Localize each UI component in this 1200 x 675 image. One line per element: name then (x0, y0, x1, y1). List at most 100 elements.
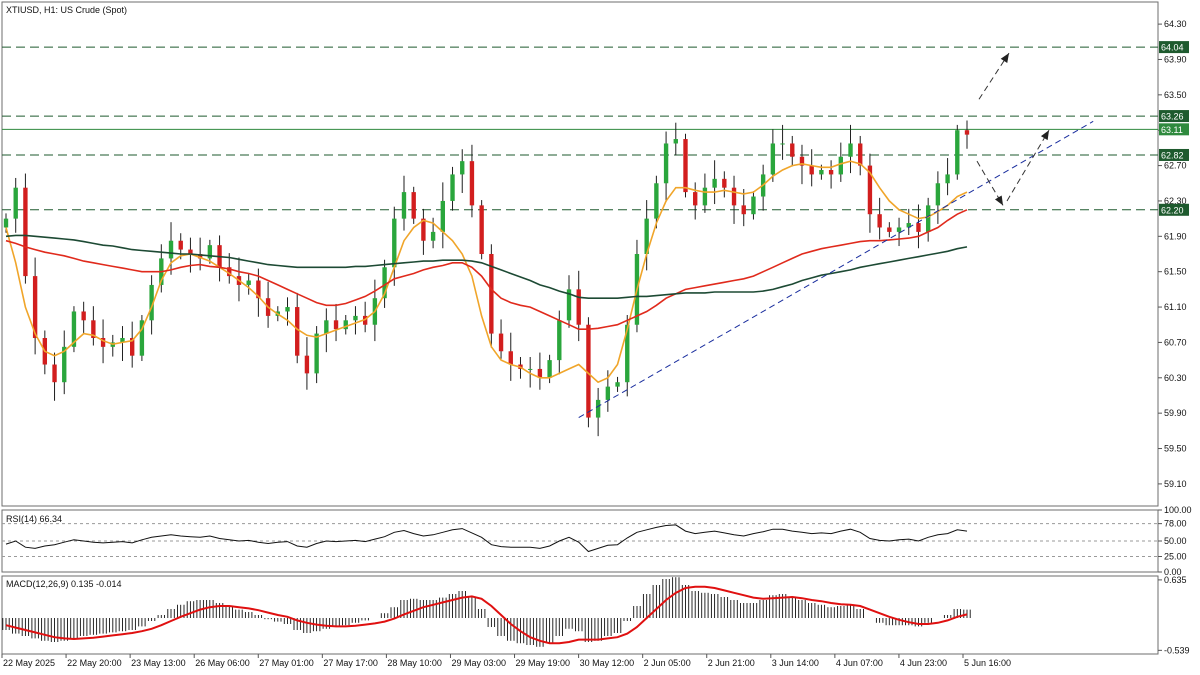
candle-body (916, 223, 921, 232)
candle-body (683, 139, 688, 193)
macd-signal-line (5, 585, 968, 645)
candle-body (896, 227, 902, 232)
level-label-box (1159, 41, 1189, 54)
candle-body (32, 276, 38, 338)
candle-body (71, 311, 77, 347)
price-chart-title: XTIUSD, H1: US Crude (Spot) (6, 5, 127, 15)
moving-average-line (5, 209, 968, 330)
price-tick-label: 64.30 (1164, 19, 1187, 29)
candle-body (23, 187, 28, 277)
macd-tick-label: 0.635 (1164, 575, 1187, 585)
projection-arrow-head (1000, 53, 1009, 63)
candle-body (527, 368, 533, 370)
candle-body (120, 338, 125, 343)
candle-body (702, 187, 708, 206)
candle-body (644, 218, 649, 254)
level-label: 62.20 (1161, 205, 1184, 215)
candle-body (945, 174, 950, 184)
time-axis: 22 May 2025 22 May 20:00 23 May 13:00 26 Ma… (1, 654, 1011, 668)
candle-body (197, 254, 203, 259)
time-tick-label: 22 May 2025 (3, 658, 55, 668)
moving-averages (5, 160, 968, 384)
price-tick-label: 59.90 (1164, 408, 1187, 418)
rsi-path (5, 524, 968, 553)
candle-body (906, 223, 911, 228)
candle-body (411, 192, 416, 219)
price-tick-label: 63.90 (1164, 54, 1187, 64)
time-tick-label: 28 May 10:00 (387, 658, 442, 668)
candle-body (256, 280, 261, 299)
candle-body (955, 130, 960, 175)
candle-body (227, 267, 232, 277)
level-label-box (1159, 203, 1189, 216)
trendline (578, 120, 1094, 419)
rsi-tick-label: 50.00 (1164, 536, 1187, 546)
candle-body (130, 338, 135, 356)
candle-body (790, 143, 795, 157)
candle-body (770, 143, 776, 175)
price-tick-label: 61.50 (1164, 267, 1187, 277)
candle-body (479, 205, 484, 254)
candle-body (586, 324, 591, 418)
macd-tick-label: -0.539 (1164, 645, 1190, 655)
candle-body (430, 231, 436, 241)
candle-body (168, 240, 174, 259)
candle-body (178, 240, 183, 250)
candle-body (460, 161, 465, 175)
annotations (578, 52, 1094, 419)
candle-body (139, 320, 145, 356)
candle-body (964, 130, 970, 135)
candle-body (663, 143, 669, 184)
candle-body (52, 364, 57, 383)
candle-body (731, 187, 737, 206)
candle-body (421, 218, 426, 241)
rsi-title: RSI(14) 66.34 (6, 514, 62, 524)
candle-body (353, 315, 358, 321)
candle-body (440, 200, 446, 232)
time-tick-label: 4 Jun 07:00 (836, 658, 883, 668)
candle-body (13, 187, 18, 219)
candle-body (557, 320, 562, 361)
candle-body (566, 289, 572, 321)
candle-body (324, 320, 329, 334)
level-label-box (1159, 110, 1189, 123)
current-price-box (1159, 123, 1189, 136)
time-tick-label: 2 Jun 21:00 (708, 658, 755, 668)
rsi-tick-label: 0.00 (1164, 567, 1182, 577)
rsi-panel: 100.00 78.00 50.00 25.00 0.00 RSI(14) 66.34 (1, 505, 1192, 577)
candle-body (722, 178, 727, 188)
candle-body (605, 386, 611, 400)
macd-panel: 0.635 -0.539 MACD(12,26,9) 0.135 -0.014 (1, 575, 1190, 655)
price-tick-label: 62.30 (1164, 196, 1187, 206)
rsi-tick-label: 100.00 (1164, 505, 1192, 515)
time-tick-label: 5 Jun 16:00 (964, 658, 1011, 668)
projection-arrow-head (1040, 130, 1049, 141)
price-tick-label: 59.10 (1164, 479, 1187, 489)
level-label: 63.26 (1161, 112, 1184, 122)
candle-body (819, 170, 824, 175)
projection-arrow-line (1006, 129, 1050, 202)
candle-body (81, 311, 86, 321)
price-tick-label: 61.90 (1164, 231, 1187, 241)
candle-body (858, 143, 863, 166)
candle-body (741, 205, 746, 215)
candle-body (935, 183, 941, 206)
candle-body (576, 289, 581, 325)
price-tick-label: 60.70 (1164, 337, 1187, 347)
candle-body (780, 143, 785, 145)
candle-body (498, 333, 504, 352)
candle-body (149, 284, 154, 321)
candle-body (547, 360, 552, 378)
candle-body (91, 320, 96, 338)
candle-body (304, 355, 310, 374)
candle-body (925, 205, 931, 232)
macd-axis: 0.635 -0.539 (1158, 575, 1190, 655)
rsi-axis: 100.00 78.00 50.00 25.00 0.00 (2, 505, 1192, 577)
candle-body (508, 351, 513, 365)
candle-body (362, 315, 368, 325)
candle-body (188, 249, 193, 254)
candle-body (285, 307, 290, 312)
moving-average-line (5, 234, 968, 299)
candle-body (693, 192, 698, 206)
